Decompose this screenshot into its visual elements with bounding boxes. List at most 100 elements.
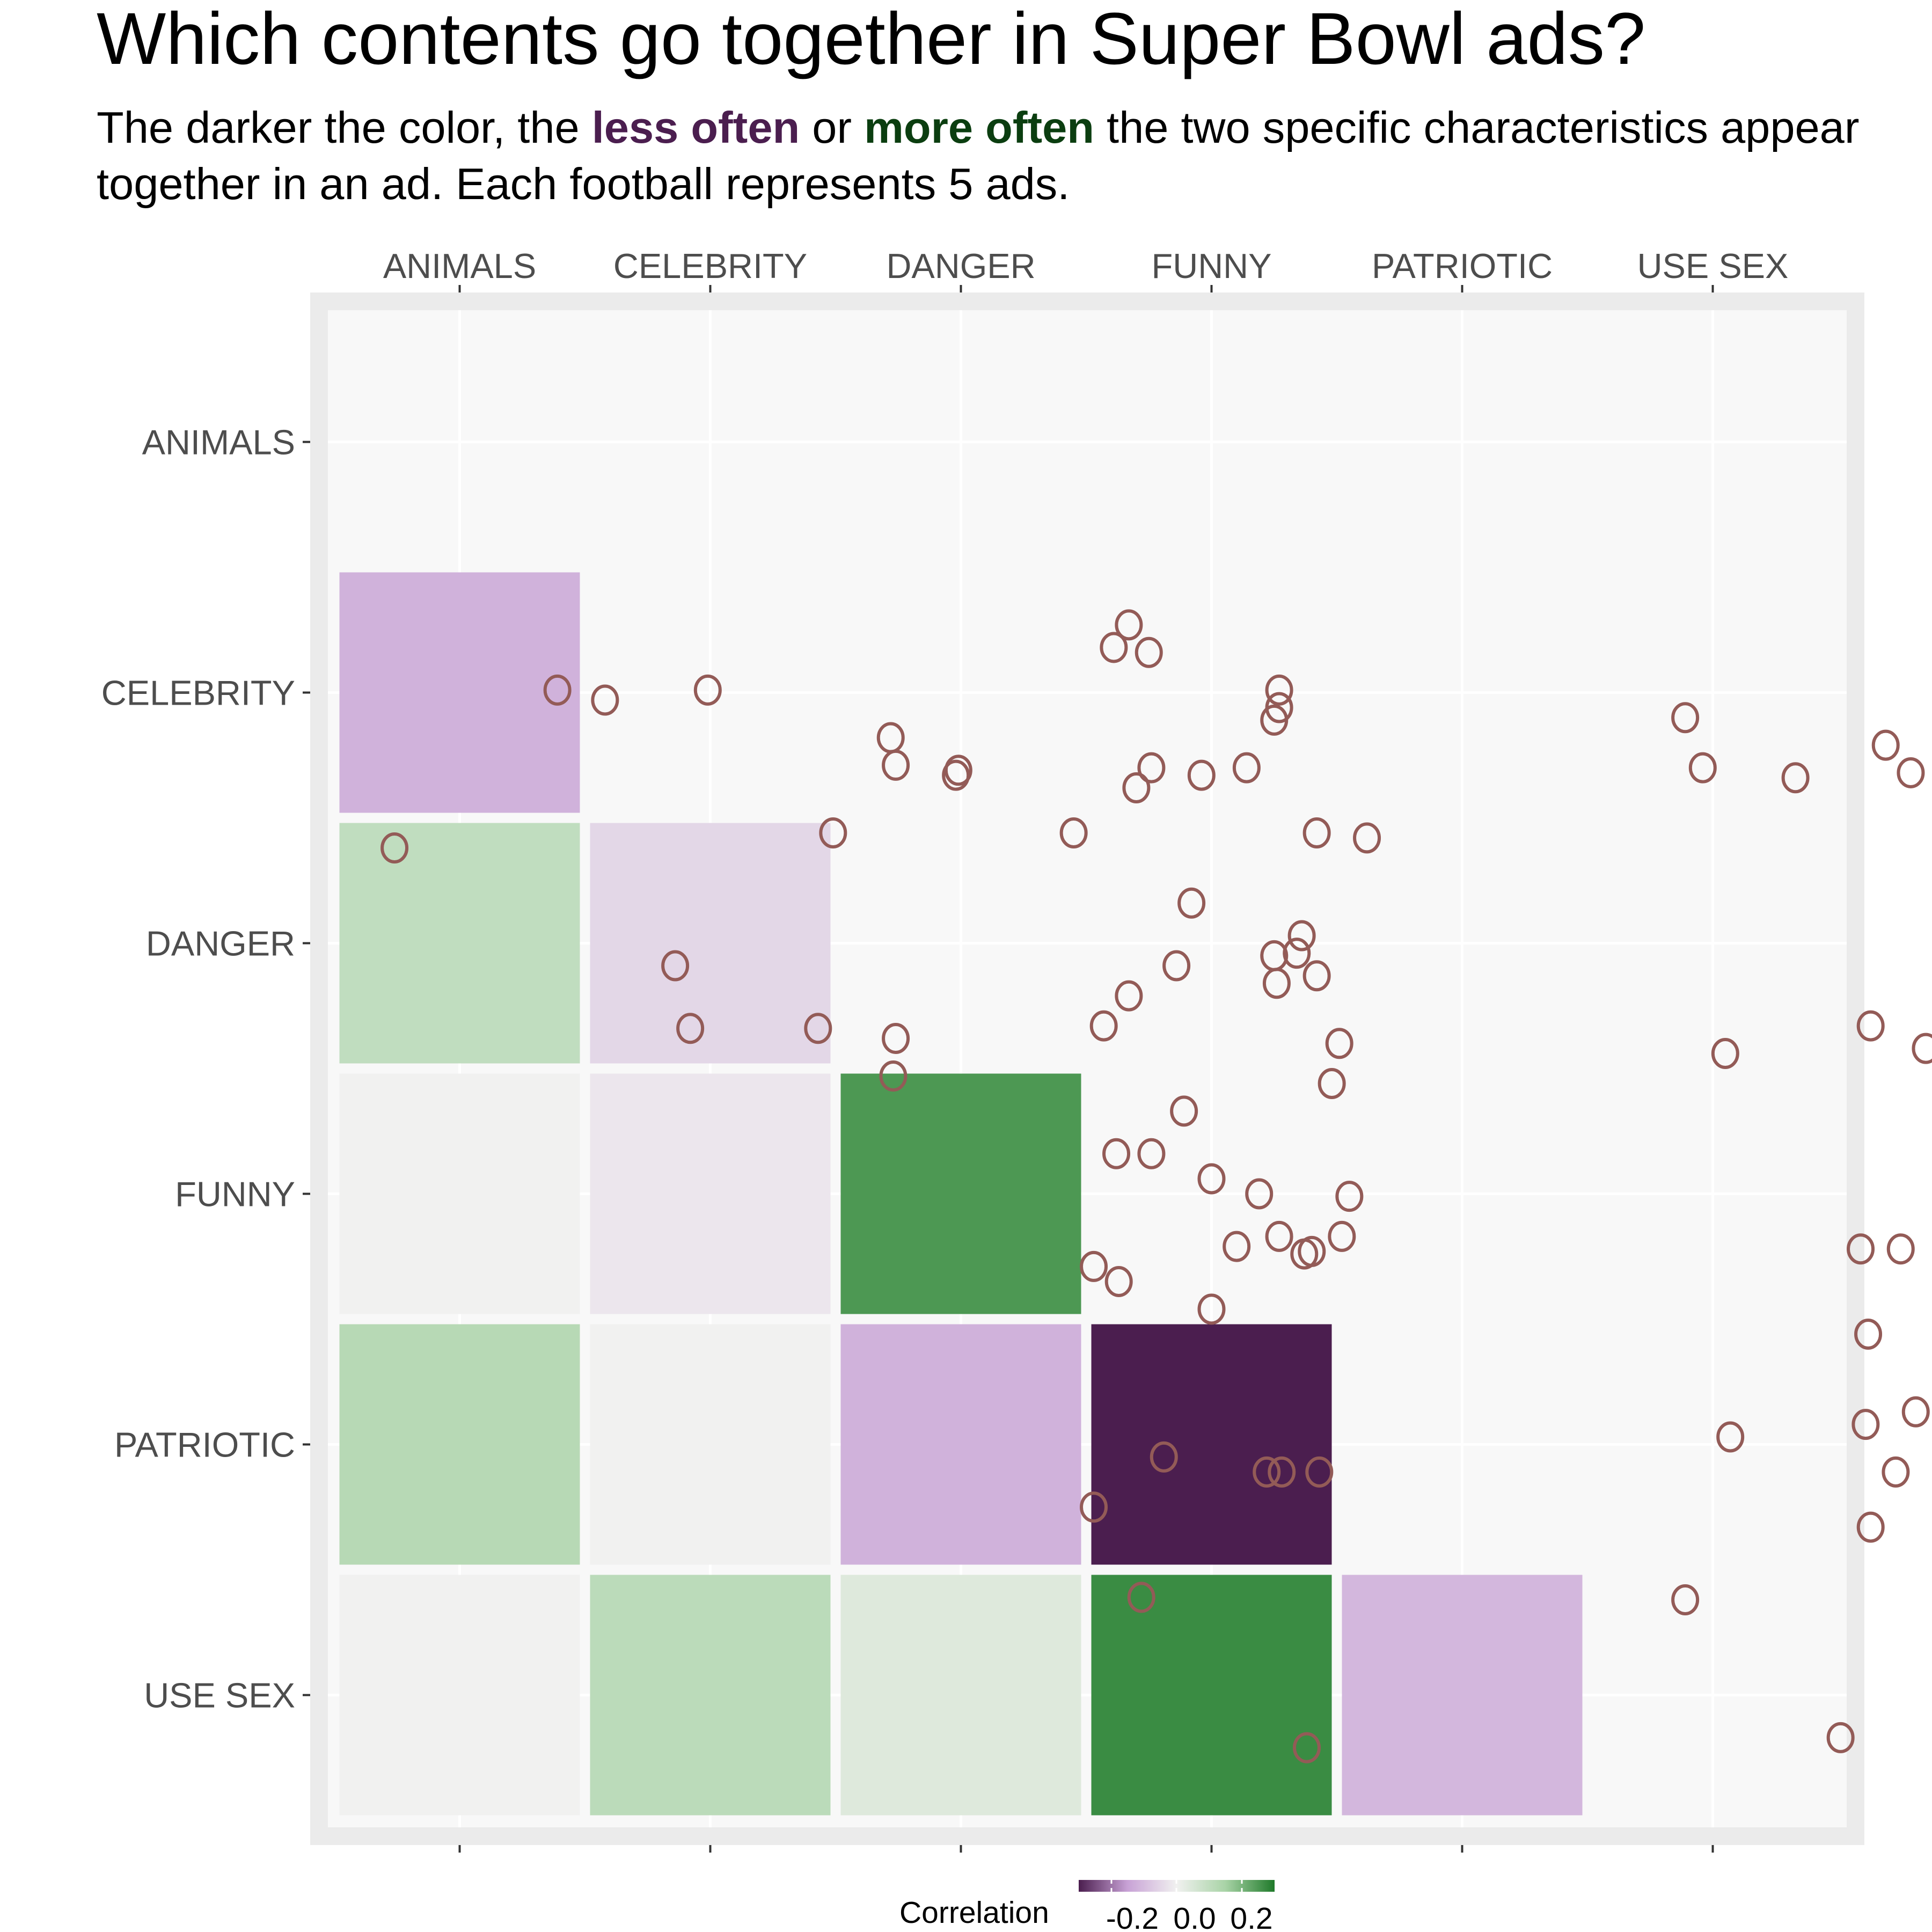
football-marker [819, 817, 847, 849]
football-marker [804, 1013, 832, 1044]
axes: ANIMALS ANIMALS CELEBRITY CELEBRITY DANGER DA… [101, 246, 1789, 1853]
football-marker [1688, 752, 1717, 784]
football-marker [1781, 762, 1810, 794]
football-marker [942, 759, 970, 791]
football-marker [661, 950, 690, 982]
football-marker [879, 1060, 908, 1092]
y-axis-tick-label: USE SEX [144, 1676, 295, 1715]
football-marker [1104, 1265, 1133, 1297]
legend-colorbar [1079, 1880, 1275, 1892]
football-marker [1135, 636, 1163, 668]
football-marker [1882, 1456, 1910, 1488]
football-marker [1671, 1584, 1700, 1616]
football-marker [1305, 1456, 1334, 1488]
football-marker [1901, 1396, 1930, 1428]
football-marker [1265, 674, 1293, 706]
y-axis-tick-label: ANIMALS [142, 423, 295, 462]
football-marker [1080, 1250, 1108, 1282]
x-axis-tick-label: ANIMALS [383, 246, 536, 286]
subtitle-less-often: less often [591, 103, 800, 152]
legend-tick-label: 0.0 [1173, 1901, 1216, 1932]
football-marker [1137, 1138, 1166, 1169]
football-marker [1847, 1233, 1875, 1265]
football-marker [1851, 1409, 1880, 1440]
heatmap-cell [590, 1575, 831, 1816]
y-axis-tick-label: FUNNY [175, 1175, 295, 1214]
football-marker [1335, 1181, 1364, 1212]
grid-lines [328, 310, 1847, 1827]
football-marker [1318, 1068, 1346, 1100]
football-marker [1856, 1010, 1885, 1042]
football-marker [1325, 1028, 1353, 1059]
football-marker [1102, 1138, 1131, 1169]
chart-subtitle: The darker the color, the less often or … [97, 99, 1868, 212]
football-marker [1162, 950, 1191, 982]
football-marker [1671, 702, 1700, 734]
heatmap-cell [339, 572, 580, 813]
heatmap-cell [339, 1324, 580, 1565]
football-marker [882, 1022, 910, 1054]
football-marker [693, 674, 722, 706]
football-marker [1328, 1220, 1356, 1252]
heatmap-cell [590, 823, 831, 1064]
subtitle-text: the two specific characteristics appear … [97, 103, 1860, 209]
football-marker [1886, 1233, 1915, 1265]
heatmap-cell [840, 1073, 1081, 1314]
football-marker [882, 749, 910, 781]
football-marker [1197, 1163, 1226, 1195]
football-marker [1302, 960, 1331, 992]
football-marker [591, 684, 619, 716]
football-marker [1268, 1456, 1296, 1488]
football-marker [1115, 609, 1143, 641]
football-marker [1283, 938, 1311, 969]
football-marker [1287, 920, 1316, 952]
football-marker [1716, 1421, 1745, 1453]
subtitle-text: The darker the color, the [97, 103, 592, 152]
legend-tick-label: -0.2 [1106, 1901, 1159, 1932]
x-axis-tick-label: USE SEX [1637, 246, 1789, 286]
footballs [380, 609, 1932, 1763]
heatmap-cell [590, 1073, 831, 1314]
heatmap-cell [339, 823, 580, 1064]
x-axis-tick-label: PATRIOTIC [1372, 246, 1553, 286]
football-marker [1100, 632, 1128, 663]
football-marker [1871, 729, 1900, 761]
heatmap-cell [1091, 1324, 1332, 1565]
football-marker [1854, 1319, 1883, 1350]
football-marker [1059, 817, 1088, 849]
football-marker [380, 832, 409, 864]
heatmap-tiles [339, 572, 1583, 1816]
chart-title: Which contents go together in Super Bowl… [97, 0, 1646, 80]
football-marker [1260, 940, 1289, 971]
football-marker [1232, 752, 1261, 784]
football-marker [1245, 1178, 1274, 1210]
legend-tick-label: 0.2 [1230, 1901, 1272, 1932]
football-marker [1826, 1722, 1855, 1753]
football-marker [1177, 887, 1206, 919]
heatmap-cell [840, 1575, 1081, 1816]
football-marker [1089, 1010, 1118, 1042]
subtitle-more-often: more often [864, 103, 1094, 152]
heatmap-cell [339, 1073, 580, 1314]
football-marker [1080, 1491, 1108, 1523]
y-axis-tick-label: DANGER [146, 924, 295, 963]
football-marker [1711, 1037, 1739, 1069]
football-marker [1150, 1441, 1178, 1473]
football-marker [1137, 752, 1166, 784]
football-marker [1170, 1095, 1198, 1127]
x-axis-tick-label: DANGER [886, 246, 1035, 286]
panel-background [328, 310, 1847, 1827]
football-marker [676, 1013, 705, 1044]
football-marker [1187, 759, 1216, 791]
football-marker [1302, 817, 1331, 849]
x-axis-tick-label: CELEBRITY [613, 246, 807, 286]
football-marker [1912, 1033, 1932, 1064]
football-marker [1292, 1732, 1321, 1763]
football-marker [1223, 1231, 1251, 1262]
x-axis-tick-label: FUNNY [1152, 246, 1272, 286]
heatmap-cell [1342, 1575, 1583, 1816]
football-marker [1353, 822, 1381, 854]
legend: Correlation -0.2 0.0 0.2 [899, 1880, 1275, 1932]
heatmap-cell [339, 1575, 580, 1816]
